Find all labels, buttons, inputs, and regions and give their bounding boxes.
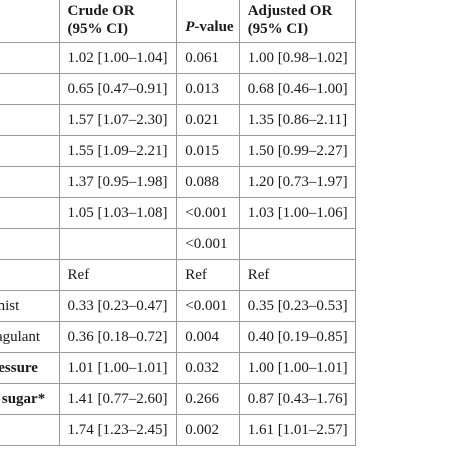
cell-adjusted-or: 1.35 [0.86–2.11]	[238, 104, 357, 136]
table-row: Vitamin K antagonist0.33 [0.23–0.47]<0.0…	[0, 290, 357, 322]
cell-adjusted-or: 1.00 [0.98–1.02]	[238, 42, 357, 74]
cell-variable: NIHSS score	[0, 197, 60, 229]
header-crude-or-title: Crude OR	[67, 3, 135, 19]
cell-p-value: 0.266	[176, 383, 240, 415]
table-row: Admission blood sugar*1.41 [0.77–2.60]0.…	[0, 383, 357, 415]
cell-variable: Vitamin K antagonist	[0, 290, 60, 322]
cell-crude-or: 0.33 [0.23–0.47]	[58, 290, 178, 322]
cell-variable	[0, 135, 60, 167]
header-p-value-rest: -value	[194, 19, 234, 35]
table-row: Ref Ref Ref	[0, 259, 357, 291]
cell-p-value: 0.032	[176, 352, 240, 384]
cell-crude-or: 1.41 [0.77–2.60]	[58, 383, 178, 415]
cell-adjusted-or: 1.00 [1.00–1.01]	[238, 352, 357, 384]
cell-crude-or: Ref	[58, 259, 178, 291]
cell-crude-or: 1.05 [1.03–1.08]	[58, 197, 178, 229]
cell-variable	[0, 259, 60, 291]
cell-adjusted-or: 0.40 [0.19–0.85]	[238, 321, 357, 353]
table-body: 1.02 [1.00–1.04] 0.061 1.00 [0.98–1.02] 0.6…	[0, 42, 357, 446]
header-row: Crude OR (95% CI) P-value Adjusted OR (9…	[0, 0, 357, 43]
cell-p-value: 0.088	[176, 166, 240, 198]
cell-variable: Admission blood sugar*	[0, 383, 60, 415]
cell-adjusted-or: 1.20 [0.73–1.97]	[238, 166, 357, 198]
cell-crude-or	[58, 228, 178, 260]
table-row: 1.55 [1.09–2.21] 0.015 1.50 [0.99–2.27]	[0, 135, 357, 167]
cell-p-value: <0.001	[176, 197, 240, 229]
cell-p-value: <0.001	[176, 228, 240, 260]
cell-variable: INR > 1.03	[0, 414, 60, 446]
table-row: Direct oral anticoagulant0.36 [0.18–0.72…	[0, 321, 357, 353]
header-adjusted-or-ci: (95% CI)	[247, 21, 309, 37]
header-crude-or: Crude OR (95% CI)	[58, 0, 178, 43]
cell-adjusted-or: 0.68 [0.46–1.00]	[238, 73, 357, 105]
header-p-value-italic: P	[185, 19, 195, 35]
cell-adjusted-or: 0.35 [0.23–0.53]	[238, 290, 357, 322]
cell-variable: Atrial fibrillation	[0, 166, 60, 198]
header-crude-or-ci: (95% CI)	[67, 21, 128, 37]
odds-ratio-table: Crude OR (95% CI) P-value Adjusted OR (9…	[0, 0, 357, 446]
header-p-value: P-value	[176, 0, 240, 43]
cell-variable: Anticoagulants	[0, 228, 60, 260]
cell-variable	[0, 104, 60, 136]
cell-p-value: 0.004	[176, 321, 240, 353]
cell-crude-or: 1.37 [0.95–1.98]	[58, 166, 178, 198]
cell-adjusted-or: 1.50 [0.99–2.27]	[238, 135, 357, 167]
table-row: 1.57 [1.07–2.30] 0.021 1.35 [0.86–2.11]	[0, 104, 357, 136]
cell-crude-or: 1.74 [1.23–2.45]	[58, 414, 178, 446]
cell-adjusted-or: 0.87 [0.43–1.76]	[238, 383, 357, 415]
cell-variable	[0, 42, 60, 74]
cell-crude-or: 0.36 [0.18–0.72]	[58, 321, 178, 353]
header-variable	[0, 0, 60, 43]
cell-p-value: 0.021	[176, 104, 240, 136]
cell-crude-or: 1.57 [1.07–2.30]	[58, 104, 178, 136]
cell-adjusted-or: 1.61 [1.01–2.57]	[238, 414, 357, 446]
cell-p-value: <0.001	[176, 290, 240, 322]
cell-crude-or: 1.01 [1.00–1.01]	[58, 352, 178, 384]
cell-crude-or: 1.02 [1.00–1.04]	[58, 42, 178, 74]
cell-adjusted-or: 1.03 [1.00–1.06]	[238, 197, 357, 229]
cell-adjusted-or: Ref	[238, 259, 357, 291]
table-row: 0.65 [0.47–0.91] 0.013 0.68 [0.46–1.00]	[0, 73, 357, 105]
cell-p-value: Ref	[176, 259, 240, 291]
header-adjusted-or: Adjusted OR (95% CI)	[238, 0, 357, 43]
cell-crude-or: 0.65 [0.47–0.91]	[58, 73, 178, 105]
cell-variable: Direct oral anticoagulant	[0, 321, 60, 353]
table-row: 1.02 [1.00–1.04] 0.061 1.00 [0.98–1.02]	[0, 42, 357, 74]
table-row: Anticoagulants <0.001	[0, 228, 357, 260]
header-adjusted-or-title: Adjusted OR	[247, 3, 333, 19]
cell-variable: Systolic blood pressure	[0, 352, 60, 384]
cell-p-value: 0.015	[176, 135, 240, 167]
table-row: Systolic blood pressure1.01 [1.00–1.01]0…	[0, 352, 357, 384]
cell-variable	[0, 73, 60, 105]
cell-p-value: 0.061	[176, 42, 240, 74]
cell-crude-or: 1.55 [1.09–2.21]	[58, 135, 178, 167]
cell-p-value: 0.002	[176, 414, 240, 446]
cell-p-value: 0.013	[176, 73, 240, 105]
table-row: Atrial fibrillation1.37 [0.95–1.98]0.088…	[0, 166, 357, 198]
cell-adjusted-or	[238, 228, 357, 260]
